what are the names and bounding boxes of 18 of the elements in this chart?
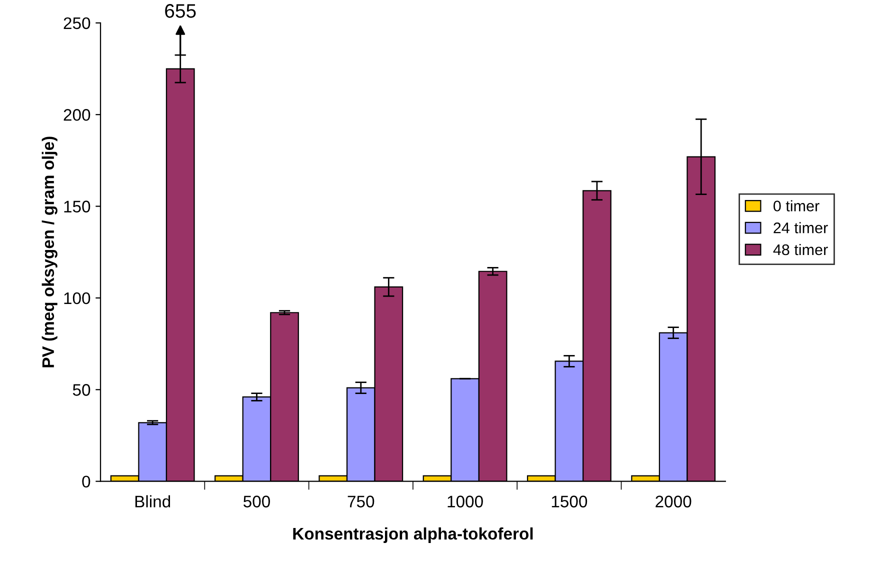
y-tick-label: 50 bbox=[72, 384, 90, 396]
y-tick-label: 250 bbox=[64, 17, 90, 30]
x-tick-label: 1500 bbox=[552, 496, 588, 508]
text: 655 bbox=[165, 4, 196, 18]
legend-label: 48 timer bbox=[773, 244, 828, 256]
x-axis-title: Konsentrasjon alpha-tokoferol bbox=[293, 527, 533, 543]
legend-label: 24 timer bbox=[774, 222, 828, 234]
x-tick-label: 2000 bbox=[656, 496, 692, 508]
y-tick-label: 100 bbox=[64, 292, 90, 304]
y-tick-label: 0 bbox=[82, 476, 90, 488]
y-axis-title: PV (meq oksygen / gram olje) bbox=[42, 136, 58, 368]
x-tick-label: Blind bbox=[135, 495, 170, 508]
y-tick-label: 200 bbox=[64, 109, 90, 121]
legend-label: 0 timer bbox=[774, 200, 820, 212]
x-tick-label: 500 bbox=[244, 496, 270, 508]
y-tick-label: 150 bbox=[64, 200, 90, 212]
x-tick-label: 1000 bbox=[448, 496, 483, 508]
x-tick-label: 750 bbox=[348, 496, 374, 508]
